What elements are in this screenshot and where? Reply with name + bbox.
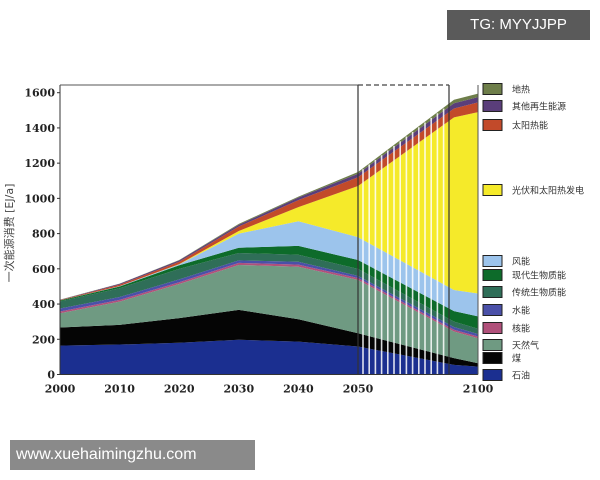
x-tick-label: 2000	[45, 383, 76, 396]
legend-item: 太阳热能	[482, 119, 548, 132]
legend-swatch	[482, 304, 503, 316]
legend-label: 天然气	[512, 340, 539, 352]
x-tick-label: 2040	[283, 383, 314, 396]
y-tick-label: 1400	[24, 122, 55, 135]
y-tick-label: 1600	[24, 87, 55, 100]
legend-label: 其他再生能源	[512, 101, 566, 113]
legend-item: 传统生物质能	[482, 286, 566, 299]
area-2	[60, 264, 478, 364]
y-tick-label: 200	[32, 333, 55, 346]
legend-item: 天然气	[482, 339, 539, 352]
legend-swatch	[482, 352, 503, 364]
area-11	[60, 93, 478, 300]
x-tick-label: 2100	[463, 383, 494, 396]
legend-swatch	[482, 119, 503, 131]
x-tick-label: 2050	[343, 383, 374, 396]
y-tick-label: 1000	[24, 192, 55, 205]
watermark-bottom: www.xuehaimingzhu.com	[10, 440, 255, 470]
area-0	[60, 339, 478, 375]
legend-label: 太阳热能	[512, 120, 548, 132]
y-axis-label: 一次能源消费 [EJ/a]	[2, 184, 16, 283]
legend-swatch	[482, 339, 503, 351]
legend-swatch	[482, 83, 503, 95]
legend-label: 核能	[512, 323, 530, 335]
legend-swatch	[482, 369, 503, 381]
legend-label: 风能	[512, 256, 530, 268]
legend-swatch	[482, 255, 503, 267]
legend-item: 其他再生能源	[482, 100, 566, 113]
legend-label: 现代生物质能	[512, 270, 566, 282]
y-tick-label: 400	[32, 298, 55, 311]
legend-label: 水能	[512, 305, 530, 317]
x-tick-label: 2020	[164, 383, 195, 396]
legend-label: 传统生物质能	[512, 287, 566, 299]
legend-item: 风能	[482, 255, 530, 268]
watermark-top: TG: MYYJJPP	[447, 10, 590, 40]
legend-label: 地热	[512, 84, 530, 96]
legend-item: 地热	[482, 83, 530, 96]
legend-label: 石油	[512, 370, 530, 382]
legend-item: 核能	[482, 322, 530, 335]
legend-item: 煤	[482, 352, 521, 365]
legend-swatch	[482, 269, 503, 281]
legend-label: 光伏和太阳热发电	[512, 185, 584, 197]
legend-swatch	[482, 184, 503, 196]
x-tick-label: 2030	[223, 383, 254, 396]
legend-item: 现代生物质能	[482, 269, 566, 282]
legend-item: 石油	[482, 369, 530, 382]
legend-swatch	[482, 100, 503, 112]
legend-swatch	[482, 286, 503, 298]
y-tick-label: 1200	[24, 157, 55, 170]
legend-item: 水能	[482, 304, 530, 317]
area-9	[60, 102, 478, 301]
x-tick-label: 2010	[104, 383, 135, 396]
y-tick-label: 600	[32, 263, 55, 276]
area-10	[60, 97, 478, 301]
y-tick-label: 800	[32, 228, 55, 241]
y-tick-label: 0	[47, 369, 55, 382]
legend-item: 光伏和太阳热发电	[482, 184, 584, 197]
legend-label: 煤	[512, 353, 521, 365]
area-1	[60, 309, 478, 367]
legend-swatch	[482, 322, 503, 334]
